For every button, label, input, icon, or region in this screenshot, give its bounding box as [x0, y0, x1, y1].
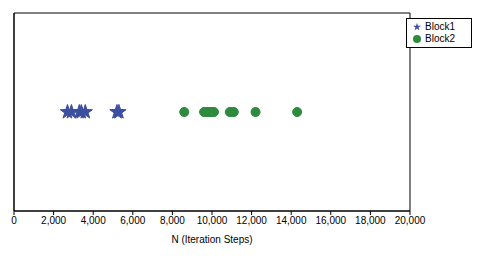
html-text:Block1: Block1	[425, 21, 455, 32]
svg-text:20,000: 20,000	[395, 215, 426, 226]
svg-text:10,000: 10,000	[197, 215, 228, 226]
svg-text:16,000: 16,000	[315, 215, 346, 226]
svg-text:4,000: 4,000	[81, 215, 106, 226]
svg-text:12,000: 12,000	[236, 215, 267, 226]
svg-text:8,000: 8,000	[160, 215, 185, 226]
html-text:Block2: Block2	[425, 33, 455, 44]
svg-text:N (Iteration Steps): N (Iteration Steps)	[171, 234, 252, 245]
svg-text:18,000: 18,000	[355, 215, 386, 226]
svg-text:2,000: 2,000	[41, 215, 66, 226]
svg-text:6,000: 6,000	[120, 215, 145, 226]
svg-text:14,000: 14,000	[276, 215, 307, 226]
svg-text:0: 0	[11, 215, 17, 226]
